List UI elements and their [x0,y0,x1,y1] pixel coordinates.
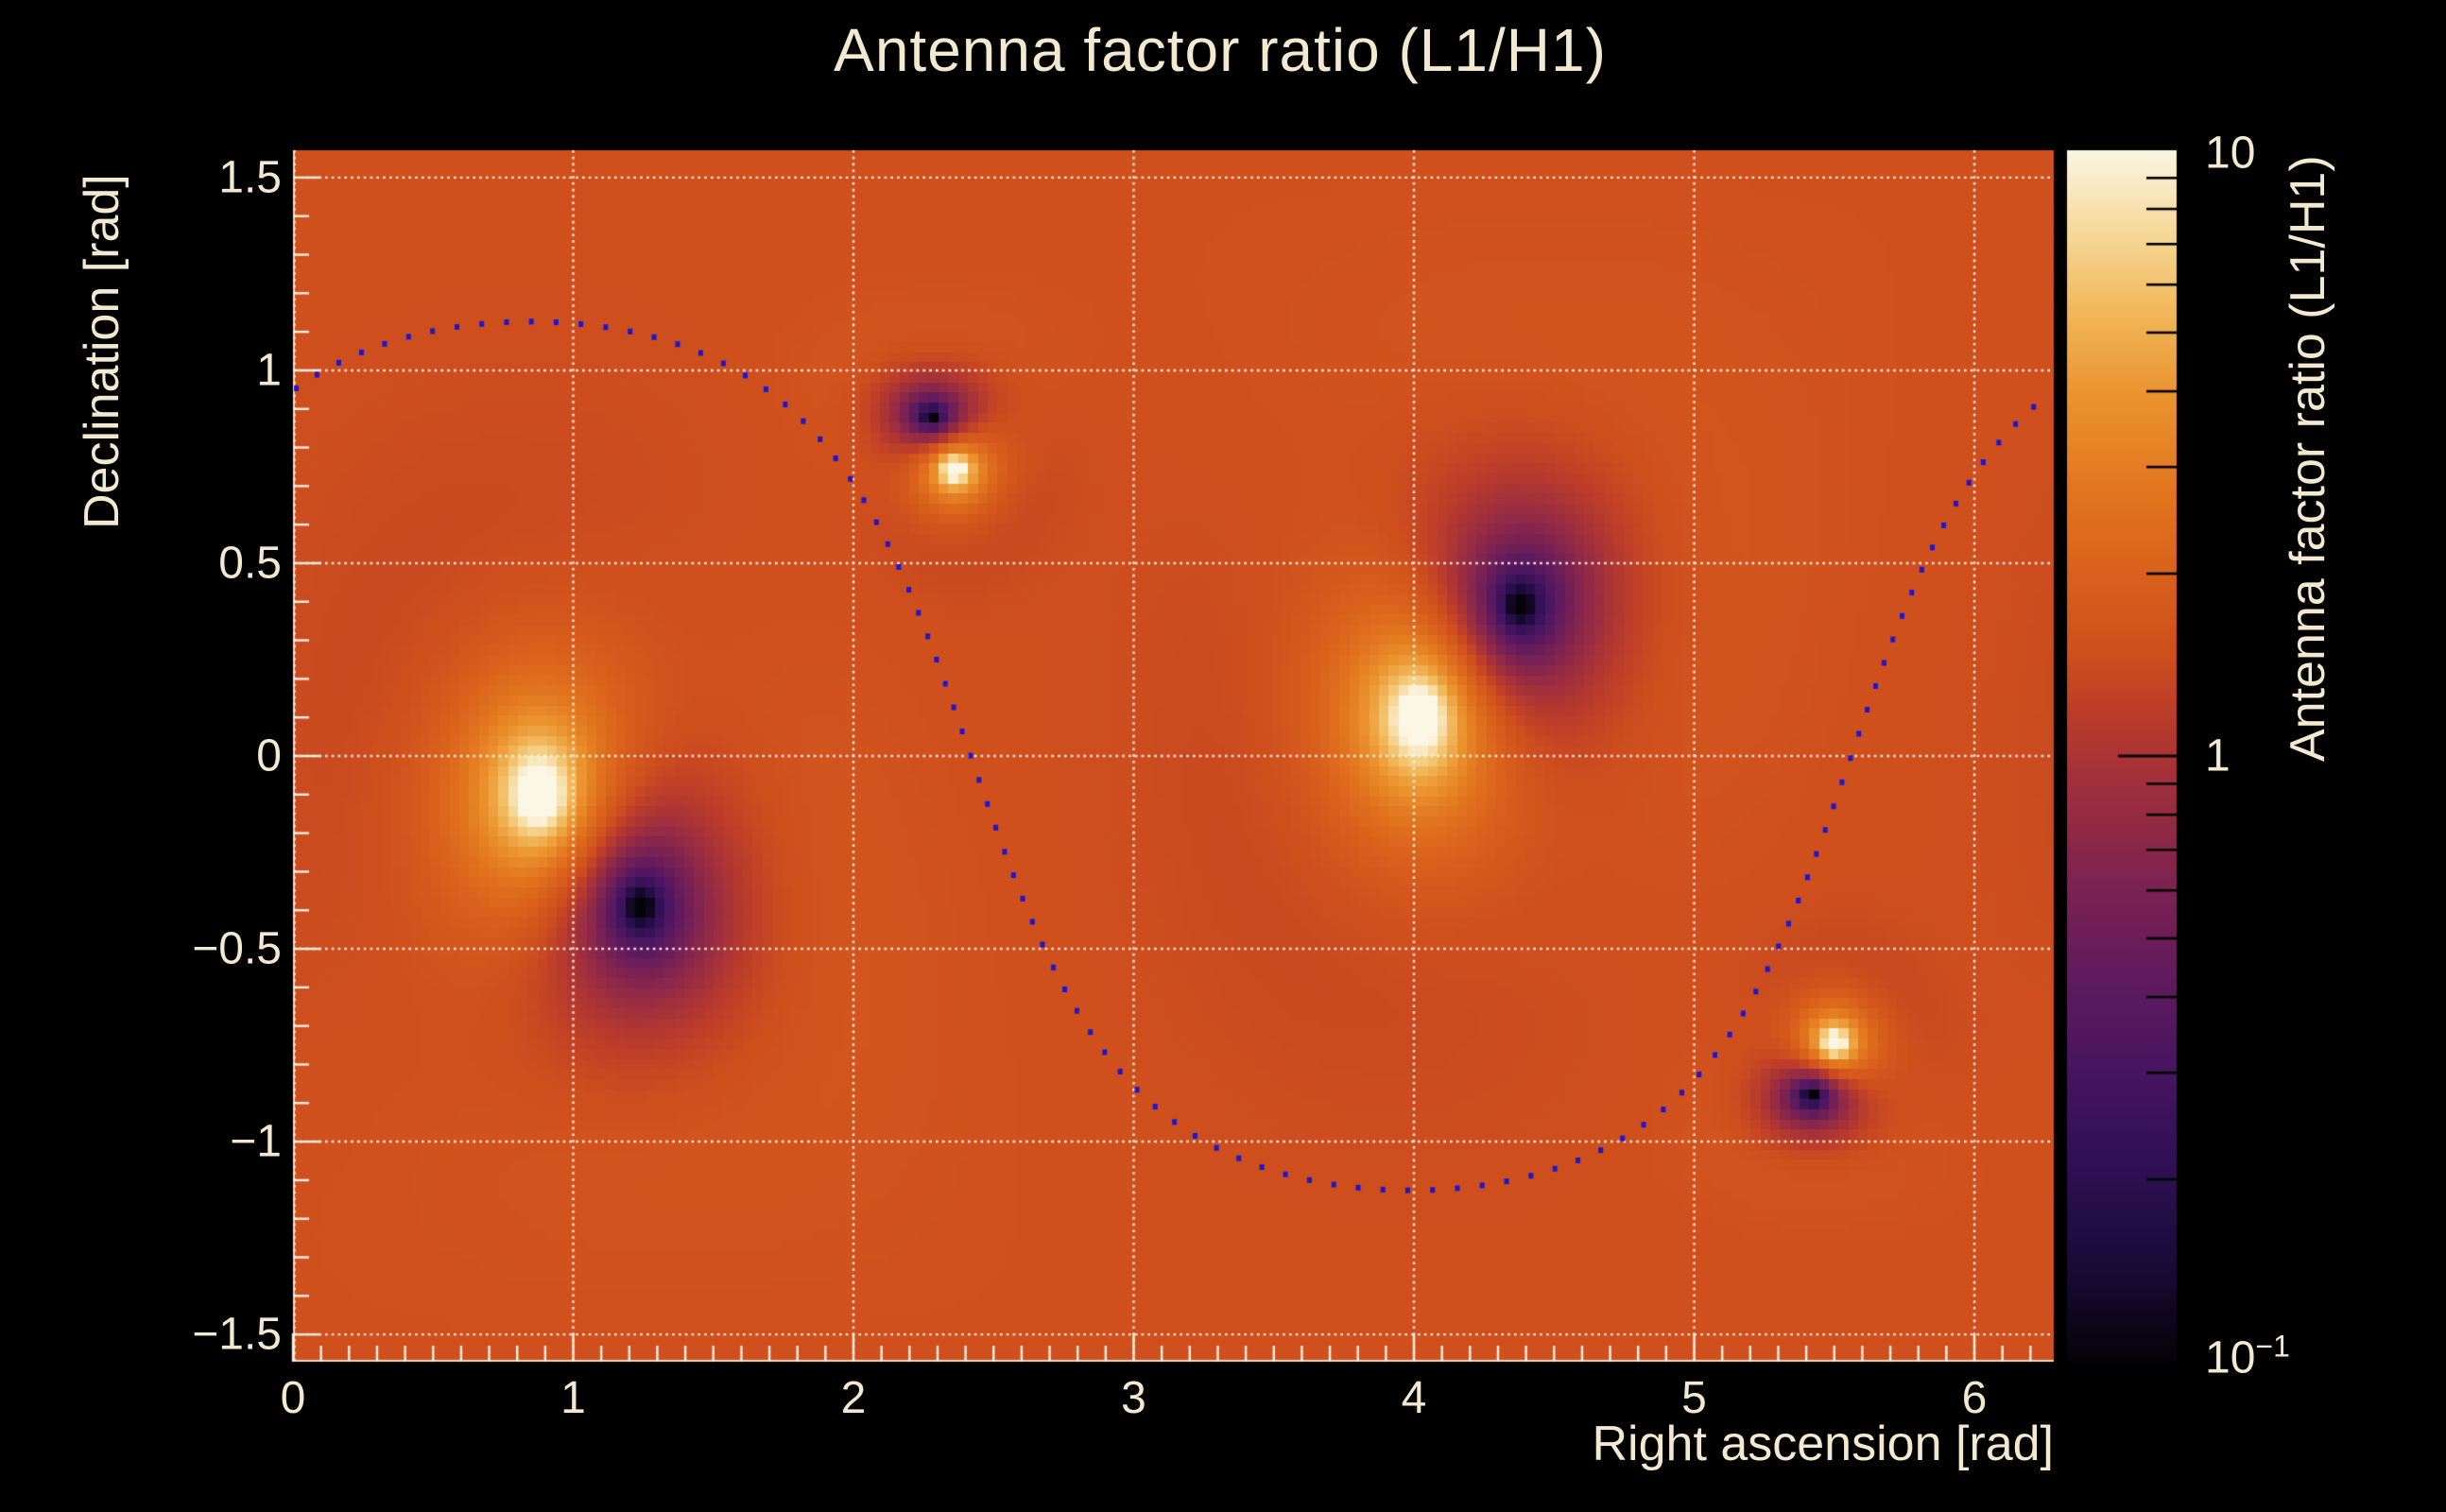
colorbar-tick-label: 10 [2205,128,2256,179]
x-tick-label: 1 [560,1373,586,1423]
x-tick-label: 4 [1401,1373,1427,1423]
y-tick-label: 1 [256,345,282,396]
y-tick-label: 1.5 [218,152,282,203]
y-tick-label: −1.5 [192,1309,282,1360]
y-tick-label: −1 [230,1116,282,1167]
x-tick-label: 5 [1681,1373,1707,1423]
colorbar-tick-label: 1 [2205,730,2231,782]
x-tick-label: 2 [840,1373,867,1423]
x-tick-label: 6 [1961,1373,1988,1423]
y-tick-label: 0.5 [218,538,282,589]
y-tick-label: −0.5 [192,923,282,974]
x-tick-label: 3 [1121,1373,1146,1423]
x-tick-label: 0 [280,1373,306,1423]
colorbar-tick-label: 10−1 [2205,1329,2290,1383]
x-axis-title: Right ascension [rad] [1592,1417,2055,1471]
plot-title: Antenna factor ratio (L1/H1) [834,16,1607,84]
colorbar-axis-title: Antenna factor ratio (L1/H1) [2281,155,2335,762]
y-tick-label: 0 [256,730,282,782]
y-axis-title: Declination [rad] [75,174,129,529]
